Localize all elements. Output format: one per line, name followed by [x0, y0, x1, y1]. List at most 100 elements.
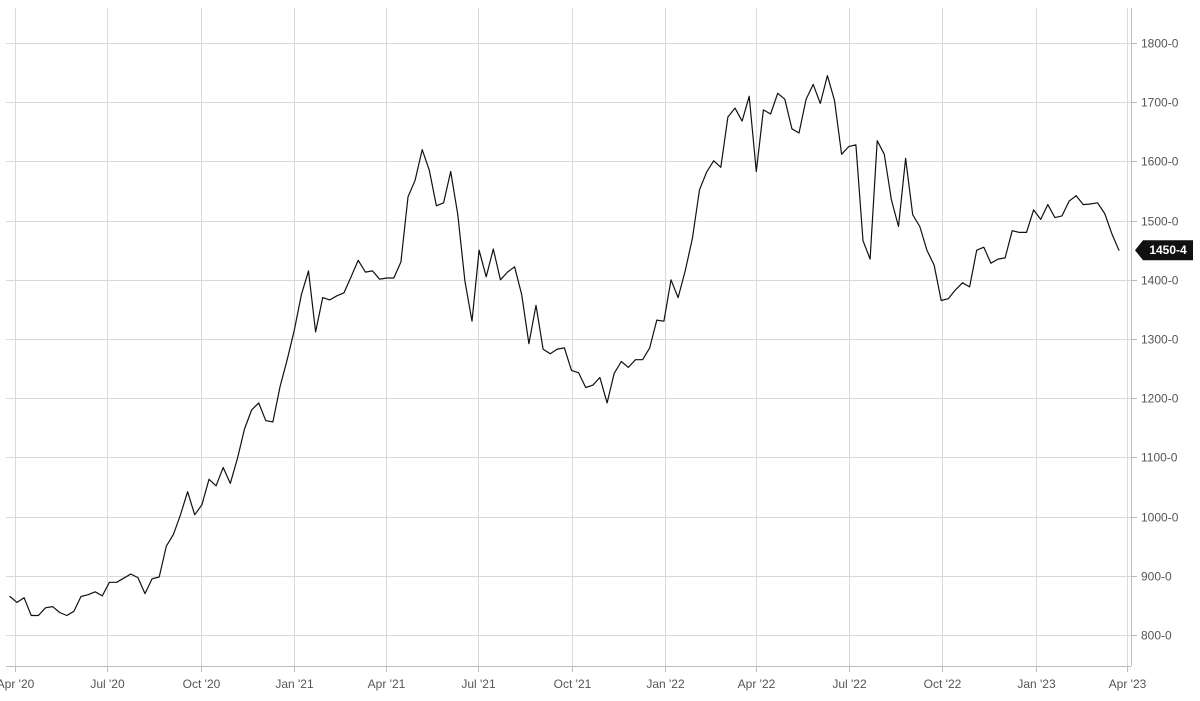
data-point	[733, 107, 736, 110]
data-point	[1046, 203, 1049, 206]
data-point	[1011, 229, 1014, 232]
data-point	[1082, 203, 1085, 206]
x-tick-label: Apr '21	[368, 677, 406, 691]
x-tick-label: Jul '21	[461, 677, 496, 691]
data-point	[542, 348, 545, 351]
data-point	[371, 269, 374, 272]
data-point	[172, 533, 175, 536]
data-point	[1004, 256, 1007, 259]
data-point	[826, 74, 829, 77]
data-point	[897, 225, 900, 228]
y-tick-label: 900-0	[1141, 570, 1172, 584]
x-tick-label: Oct '20	[183, 677, 221, 691]
data-point	[222, 466, 225, 469]
data-point	[918, 225, 921, 228]
data-point	[606, 401, 609, 404]
data-point	[143, 592, 146, 595]
data-point	[215, 484, 218, 487]
data-point	[641, 358, 644, 361]
data-point	[357, 259, 360, 262]
series-layer	[9, 74, 1120, 617]
axis-layer	[6, 8, 1137, 672]
last-price-badge: 1450-4	[1135, 240, 1193, 261]
data-point	[492, 247, 495, 250]
data-point	[684, 269, 687, 272]
x-tick-label: Apr '20	[0, 677, 35, 691]
data-point	[300, 293, 303, 296]
data-point	[776, 92, 779, 95]
data-point	[677, 296, 680, 299]
data-point	[989, 262, 992, 265]
data-point	[876, 139, 879, 142]
data-point	[819, 102, 822, 105]
data-point	[620, 360, 623, 363]
data-point	[1117, 249, 1120, 252]
data-point	[705, 171, 708, 174]
data-point	[968, 285, 971, 288]
data-point	[755, 170, 758, 173]
data-point	[783, 98, 786, 101]
data-point	[570, 369, 573, 372]
data-point	[378, 278, 381, 281]
data-point	[748, 95, 751, 98]
data-point	[1110, 232, 1113, 235]
data-point	[833, 99, 836, 102]
x-tick-label: Apr '23	[1109, 677, 1147, 691]
data-point	[30, 614, 33, 617]
data-point	[243, 427, 246, 430]
data-point	[165, 545, 168, 548]
data-point	[726, 115, 729, 118]
data-point	[136, 576, 139, 579]
data-point	[925, 249, 928, 252]
y-tick-label: 800-0	[1141, 629, 1172, 643]
data-point	[456, 213, 459, 216]
data-point	[151, 577, 154, 580]
data-point	[840, 153, 843, 156]
data-point	[286, 358, 289, 361]
data-point	[1053, 216, 1056, 219]
data-point	[44, 606, 47, 609]
y-tick-label: 1500-0	[1141, 215, 1179, 229]
data-point	[847, 145, 850, 148]
y-tick-label: 1100-0	[1141, 451, 1178, 465]
data-point	[264, 419, 267, 422]
data-point	[655, 319, 658, 322]
data-point	[72, 610, 75, 613]
data-point	[1032, 208, 1035, 211]
data-point	[314, 330, 317, 333]
data-point	[385, 276, 388, 279]
data-point	[87, 593, 90, 596]
data-point	[1075, 194, 1078, 197]
y-tick-label: 1800-0	[1141, 37, 1179, 51]
data-point	[1039, 218, 1042, 221]
data-point	[236, 457, 239, 460]
data-point	[186, 490, 189, 493]
data-point	[869, 258, 872, 261]
data-point	[527, 342, 530, 345]
data-point	[207, 478, 210, 481]
data-point	[51, 605, 54, 608]
data-point	[1068, 200, 1071, 203]
data-point	[350, 275, 353, 278]
data-point	[129, 572, 132, 575]
data-point	[904, 157, 907, 160]
data-point	[634, 358, 637, 361]
data-point	[712, 159, 715, 162]
last-price-badge-shape	[1135, 240, 1193, 261]
data-point	[698, 188, 701, 191]
data-point	[399, 260, 402, 263]
data-point	[342, 291, 345, 294]
data-point	[577, 371, 580, 374]
data-point	[975, 249, 978, 252]
data-point	[933, 263, 936, 266]
data-point	[158, 575, 161, 578]
data-point	[627, 366, 630, 369]
x-tick-label: Oct '22	[924, 677, 962, 691]
data-point	[513, 265, 516, 268]
data-point	[193, 513, 196, 516]
data-point	[1096, 201, 1099, 204]
x-tick-label: Oct '21	[554, 677, 592, 691]
y-tick-label: 1600-0	[1141, 155, 1179, 169]
